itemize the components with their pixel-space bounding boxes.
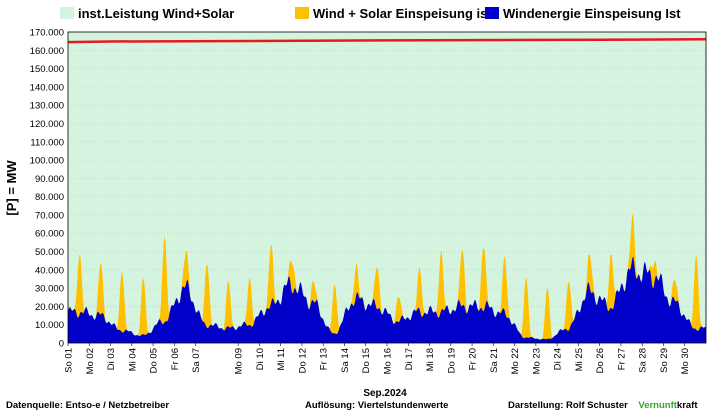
x-tick-label: So 01: [64, 348, 75, 373]
y-tick-label: 20.000: [35, 302, 64, 313]
x-tick-label: Do 12: [297, 348, 308, 373]
y-tick-label: 120.000: [30, 119, 64, 130]
x-tick-label: Sa 21: [489, 348, 500, 373]
y-tick-label: 60.000: [35, 229, 64, 240]
y-tick-label: 170.000: [30, 28, 64, 39]
legend-label-wind-solar: Wind + Solar Einspeisung ist: [313, 6, 492, 21]
x-tick-label: Mo 16: [383, 348, 394, 374]
legend-label-installed: inst.Leistung Wind+Solar: [78, 6, 234, 21]
y-tick-label: 10.000: [35, 320, 64, 331]
x-tick-label: Do 05: [149, 348, 160, 373]
x-tick-label: Fr 06: [170, 348, 181, 370]
x-axis-ticks: So 01 Mo 02 Di 03 Mi 04 Do 05 Fr 06 Sa 07 Mo 09…: [64, 343, 691, 374]
x-tick-label: Sa 07: [191, 348, 202, 373]
footer-brand-black: kraft: [676, 400, 698, 411]
series-area-wind-solar: [68, 213, 706, 343]
x-tick-label: Mi 25: [574, 348, 585, 371]
x-tick-label: Mi 18: [425, 348, 436, 371]
x-tick-label: Mo 09: [234, 348, 245, 374]
y-tick-label: 40.000: [35, 265, 64, 276]
plot-area: [67, 31, 707, 344]
x-tick-label: Do 15: [361, 348, 372, 373]
legend-swatch-wind-solar: [295, 7, 309, 19]
y-tick-label: 30.000: [35, 284, 64, 295]
x-tick-label: Mi 11: [276, 348, 287, 371]
chart: inst.Leistung Wind+Solar Wind + Solar Ei…: [4, 6, 707, 399]
y-tick-label: 50.000: [35, 247, 64, 258]
x-axis-label: Sep.2024: [363, 388, 407, 399]
x-tick-label: Mo 02: [85, 348, 96, 374]
y-axis-label: [P] = MW: [4, 160, 19, 216]
footer-brand-green: Vernunft: [638, 400, 677, 411]
y-tick-label: 90.000: [35, 174, 64, 185]
series-line-installed: [67, 38, 707, 44]
y-tick-label: 80.000: [35, 192, 64, 203]
x-tick-label: Fr 27: [616, 348, 627, 370]
x-tick-label: Do 19: [446, 348, 457, 373]
footer-resolution: Auflösung: Viertelstundenwerte: [305, 400, 449, 411]
x-tick-label: Di 17: [404, 348, 415, 370]
y-tick-label: 100.000: [30, 156, 64, 167]
x-tick-label: Mo 23: [531, 348, 542, 374]
footer-source: Datenquelle: Entso-e / Netzbetreiber: [6, 400, 170, 411]
y-tick-label: 70.000: [35, 210, 64, 221]
x-tick-label: Di 03: [106, 348, 117, 370]
x-tick-label: Di 10: [255, 348, 266, 370]
legend-label-wind: Windenergie Einspeisung Ist: [503, 6, 681, 21]
legend-swatch-wind: [485, 7, 499, 19]
x-tick-label: Mo 22: [510, 348, 521, 374]
legend-swatch-installed: [60, 7, 74, 19]
y-tick-label: 0: [59, 339, 64, 350]
y-tick-label: 150.000: [30, 64, 64, 75]
footer-author-text: Darstellung: Rolf Schuster: [508, 400, 628, 411]
x-tick-label: Sa 14: [340, 348, 351, 373]
x-tick-label: Mi 04: [127, 348, 138, 371]
x-tick-label: Di 24: [553, 348, 564, 370]
plot-background: [68, 32, 706, 343]
x-tick-label: So 29: [659, 348, 670, 373]
y-tick-label: 160.000: [30, 46, 64, 57]
x-tick-label: Do 26: [595, 348, 606, 373]
gridlines: [68, 49, 706, 326]
y-tick-label: 110.000: [30, 137, 64, 148]
legend: inst.Leistung Wind+Solar Wind + Solar Ei…: [60, 6, 681, 21]
x-tick-label: Fr 13: [319, 348, 330, 370]
x-tick-label: Mo 30: [680, 348, 691, 374]
x-tick-label: Sa 28: [638, 348, 649, 373]
y-tick-label: 140.000: [30, 82, 64, 93]
y-axis-ticks: 0 10.000 20.000 30.000 40.000 50.000 60.000 70.…: [30, 28, 64, 350]
series-area-wind: [68, 257, 706, 343]
x-tick-label: Fr 20: [468, 348, 479, 370]
footer-author: Darstellung: Rolf Schuster Vernunftkraft: [508, 400, 698, 411]
y-tick-label: 130.000: [30, 101, 64, 112]
